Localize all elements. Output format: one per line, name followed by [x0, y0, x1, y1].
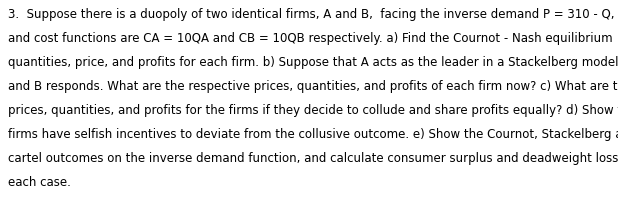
Text: cartel outcomes on the inverse demand function, and calculate consumer surplus a: cartel outcomes on the inverse demand fu…	[8, 151, 618, 164]
Text: firms have selfish incentives to deviate from the collusive outcome. e) Show the: firms have selfish incentives to deviate…	[8, 127, 618, 140]
Text: quantities, price, and profits for each firm. b) Suppose that A acts as the lead: quantities, price, and profits for each …	[8, 56, 618, 69]
Text: and cost functions are CA = 10QA and CB = 10QB respectively. a) Find the Cournot: and cost functions are CA = 10QA and CB …	[8, 32, 612, 45]
Text: and B responds. What are the respective prices, quantities, and profits of each : and B responds. What are the respective …	[8, 80, 618, 92]
Text: 3.  Suppose there is a duopoly of two identical firms, A and B,  facing the inve: 3. Suppose there is a duopoly of two ide…	[8, 8, 614, 21]
Text: each case.: each case.	[8, 175, 71, 188]
Text: prices, quantities, and profits for the firms if they decide to collude and shar: prices, quantities, and profits for the …	[8, 103, 618, 116]
